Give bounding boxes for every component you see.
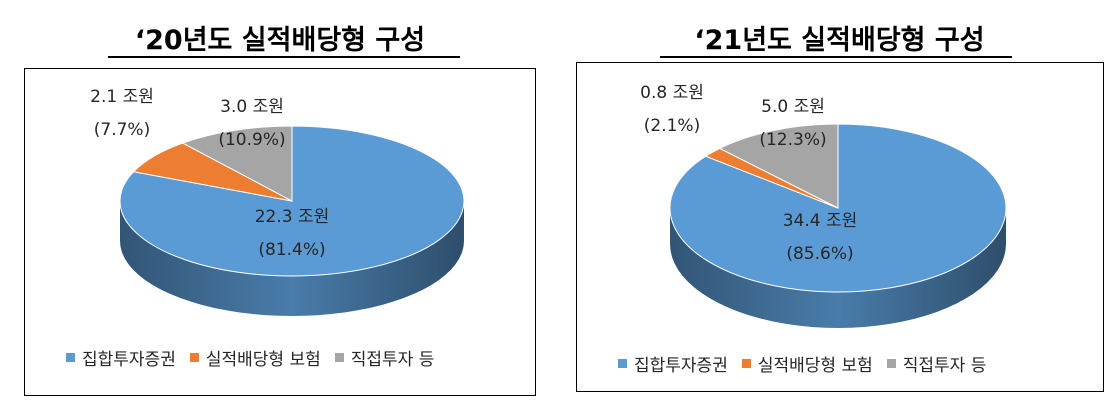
data-label-value: 0.8 조원: [640, 83, 704, 103]
legend-label: 직접투자 등: [350, 350, 435, 370]
legend-swatch: [66, 353, 75, 362]
data-label-value: 22.3 조원: [255, 207, 330, 227]
pie-chart-2020: 22.3 조원 (81.4%) 2.1 조원 (7.7%) 3.0 조원 (10.9%): [90, 87, 465, 316]
legend-label: 직접투자 등: [902, 356, 987, 376]
data-label-percent: (10.9%): [218, 130, 285, 150]
title-underline: [660, 56, 1012, 58]
data-label-percent: (12.3%): [759, 130, 826, 150]
data-label-value: 3.0 조원: [220, 97, 284, 117]
pie-slices: [669, 123, 1007, 293]
legend-swatch: [189, 353, 199, 362]
pie-side-walls: [120, 201, 464, 316]
chart-title: ‘20년도 실적배당형 구성: [134, 25, 426, 56]
data-label-value: 34.4 조원: [783, 211, 858, 231]
legend-item-insurance: 실적배당형 보험: [189, 345, 321, 370]
legend: 집합투자증권 실적배당형 보험 직접투자 등: [618, 351, 1000, 376]
legend-item-funds: 집합투자증권: [618, 351, 728, 376]
data-label-percent: (7.7%): [94, 120, 150, 140]
legend-swatch: [886, 359, 896, 368]
pie-slice-2: [718, 123, 839, 209]
legend-item-direct: 직접투자 등: [334, 345, 435, 370]
data-label-percent: (85.6%): [786, 244, 853, 264]
pie-slice-side: [120, 201, 464, 316]
legend-label: 집합투자증권: [82, 350, 176, 370]
pie-side-walls: [670, 208, 1006, 328]
legend-label: 실적배당형 보험: [205, 350, 321, 370]
legend-label: 집합투자증권: [634, 356, 728, 376]
title-underline: [108, 56, 460, 58]
data-label-value: 2.1 조원: [90, 87, 154, 107]
data-label-value: 5.0 조원: [761, 97, 825, 117]
legend-swatch: [618, 359, 627, 368]
legend-item-direct: 직접투자 등: [886, 351, 987, 376]
legend-label: 실적배당형 보험: [757, 356, 873, 376]
legend: 집합투자증권 실적배당형 보험 직접투자 등: [66, 345, 448, 370]
data-label-percent: (81.4%): [258, 240, 325, 260]
chart-panel-2021: ‘21년도 실적배당형 구성 34.4 조원 (85.6%) 0.8 조원 (2.1%…: [560, 0, 1119, 407]
pie-slice-2: [181, 125, 293, 202]
pie-chart-2021: 34.4 조원 (85.6%) 0.8 조원 (2.1%) 5.0 조원 (12.3%): [640, 83, 1007, 328]
legend-swatch: [741, 359, 751, 368]
chart-panel-2020: ‘20년도 실적배당형 구성 22.3 조원 (81.4%) 2.1 조원 (7.7%…: [24, 25, 536, 396]
legend-item-funds: 집합투자증권: [66, 345, 176, 370]
pie-slice-side: [670, 208, 1006, 328]
legend-swatch: [334, 353, 344, 362]
chart-title: ‘21년도 실적배당형 구성: [694, 25, 985, 56]
data-label-percent: (2.1%): [644, 116, 700, 136]
legend-item-insurance: 실적배당형 보험: [741, 351, 873, 376]
pie-slices: [119, 125, 465, 277]
